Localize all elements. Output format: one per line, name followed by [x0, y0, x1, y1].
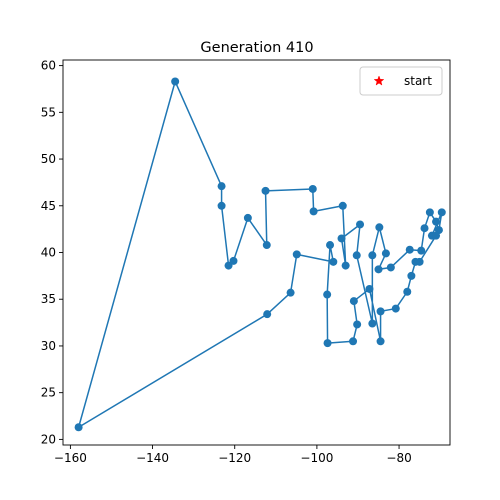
data-point	[375, 223, 384, 232]
y-tick-label: 35	[41, 292, 56, 306]
data-point	[368, 251, 377, 260]
x-tick-label: −120	[218, 451, 251, 465]
y-tick-label: 50	[41, 152, 56, 166]
data-point	[376, 307, 385, 316]
x-tick-label: −100	[300, 451, 333, 465]
data-point	[407, 271, 416, 280]
data-point	[411, 257, 420, 266]
data-point	[262, 241, 271, 250]
data-point	[323, 290, 332, 299]
x-tick-label: −80	[386, 451, 411, 465]
data-point	[309, 207, 318, 216]
data-point	[74, 423, 83, 432]
data-point	[349, 337, 358, 346]
data-point	[386, 263, 395, 272]
data-point	[374, 265, 383, 274]
data-point	[365, 284, 374, 293]
y-tick-label: 40	[41, 246, 56, 260]
y-tick-label: 60	[41, 59, 56, 73]
data-point	[420, 224, 429, 233]
data-point	[353, 320, 362, 329]
data-point	[337, 234, 346, 243]
data-point	[217, 182, 226, 191]
data-point	[437, 208, 446, 217]
legend-marker-star	[373, 75, 385, 86]
chart-title: Generation 410	[200, 40, 313, 56]
x-tick-label: −140	[136, 451, 169, 465]
data-point	[341, 261, 350, 270]
data-point	[329, 257, 338, 266]
y-tick-label: 55	[41, 105, 56, 119]
data-point	[326, 241, 335, 250]
data-point	[356, 220, 365, 229]
data-point	[403, 287, 412, 296]
y-tick-label: 20	[41, 432, 56, 446]
data-point	[292, 250, 301, 259]
data-point	[391, 304, 400, 313]
data-point	[261, 186, 270, 195]
plot-area: −160 −140 −120 −100 −80 20 25 30 35 40 45 50 55 60 sta…	[41, 59, 451, 465]
data-point	[243, 213, 252, 222]
y-tick-label: 30	[41, 339, 56, 353]
data-point	[286, 288, 295, 297]
data-point	[352, 251, 361, 260]
data-point	[432, 217, 441, 226]
y-tick-label: 45	[41, 199, 56, 213]
data-point	[338, 201, 347, 210]
data-point	[263, 310, 272, 319]
y-tick-label: 25	[41, 386, 56, 400]
data-point	[323, 339, 332, 348]
data-point	[425, 208, 434, 217]
data-point	[368, 319, 377, 328]
legend-label: start	[404, 74, 432, 88]
legend-box	[359, 66, 443, 96]
data-point	[308, 184, 317, 193]
data-point	[349, 297, 358, 306]
data-point	[381, 249, 390, 258]
data-point	[417, 246, 426, 255]
data-point	[405, 245, 414, 254]
data-point	[432, 231, 441, 240]
data-point	[229, 256, 238, 265]
data-point	[217, 201, 226, 210]
x-tick-label: −160	[54, 451, 87, 465]
data-point	[171, 77, 180, 86]
data-point	[376, 337, 385, 346]
